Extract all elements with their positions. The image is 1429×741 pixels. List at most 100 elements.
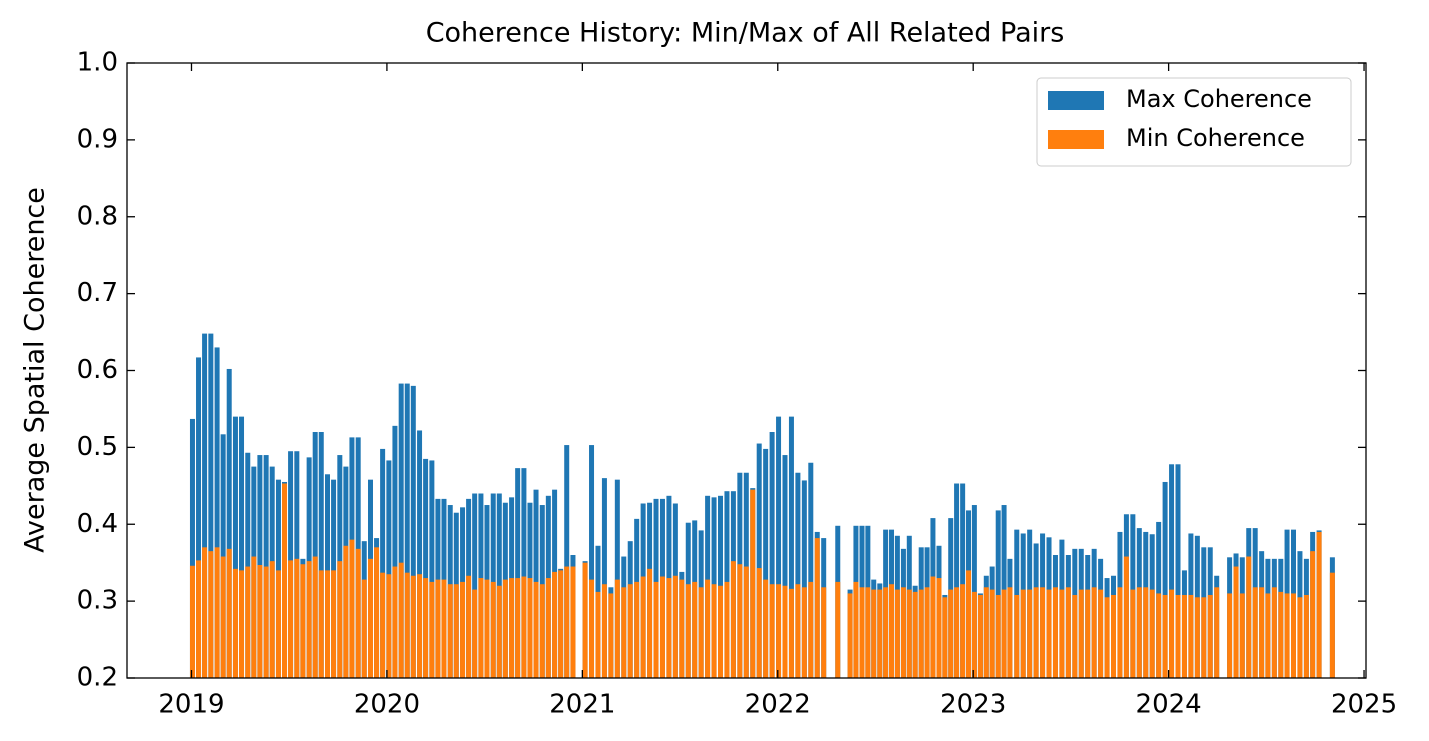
bar (423, 578, 429, 678)
bar (189, 418, 195, 678)
bar (472, 589, 478, 678)
legend-swatch (1048, 91, 1104, 110)
bar (983, 587, 989, 678)
bar (226, 368, 232, 678)
bar (966, 570, 972, 678)
bar (589, 445, 595, 678)
bar (627, 584, 633, 678)
bar (1156, 593, 1162, 678)
bar (995, 510, 1001, 678)
bar (331, 570, 337, 678)
axes: 0.2 0.3 0.4 0.5 0.6 0.7 0.8 0.9 1.0 2019 2020 2021 2… (77, 48, 1397, 720)
bar (1104, 597, 1110, 678)
bar (1111, 594, 1117, 678)
bar (705, 579, 711, 678)
bar (239, 416, 245, 678)
bar (466, 575, 472, 678)
y-tick-label: 0.6 (77, 355, 118, 385)
bar (776, 416, 782, 678)
chart-title: Coherence History: Min/Max of All Relate… (426, 18, 1065, 49)
bar (189, 565, 195, 678)
bar (380, 572, 386, 678)
bar (883, 587, 889, 678)
bar (614, 479, 620, 678)
bar (1046, 589, 1052, 678)
bar (380, 448, 386, 678)
bar (533, 581, 539, 678)
bar (1278, 591, 1284, 678)
bar (226, 548, 232, 678)
legend-label: Min Coherence (1126, 124, 1305, 152)
x-tick-label: 2025 (1331, 690, 1397, 720)
bar (521, 468, 527, 678)
bar (361, 579, 367, 678)
bar (808, 462, 814, 678)
bar (601, 584, 607, 678)
bar (1040, 587, 1046, 678)
bar (214, 347, 220, 678)
bar (698, 587, 704, 678)
legend-label: Max Coherence (1126, 85, 1312, 113)
bar (900, 587, 906, 678)
bar (769, 584, 775, 678)
bar (318, 570, 324, 678)
bar (349, 539, 355, 678)
x-tick-label: 2019 (158, 690, 224, 720)
legend-swatch (1048, 130, 1104, 149)
bar (564, 566, 570, 678)
bar (386, 574, 392, 678)
bar (595, 591, 601, 678)
bar (1310, 551, 1316, 678)
bar (509, 578, 515, 678)
bars (189, 333, 1335, 678)
bar (484, 579, 490, 678)
bar (1149, 589, 1155, 678)
y-tick-label: 0.5 (77, 432, 118, 462)
bar (1265, 593, 1271, 678)
bar (711, 584, 717, 678)
bar (685, 584, 691, 678)
x-tick-label: 2022 (745, 690, 811, 720)
bar (496, 585, 502, 678)
bar (936, 578, 942, 678)
bar (539, 584, 545, 678)
bar (251, 556, 257, 678)
bar (814, 538, 820, 678)
bar (1201, 597, 1207, 678)
bar (1239, 593, 1245, 678)
bar (1033, 587, 1039, 678)
bar (325, 570, 331, 678)
bar (515, 468, 521, 678)
bar (257, 564, 263, 678)
bar (527, 578, 533, 678)
bar (282, 483, 288, 678)
x-tick-label: 2024 (1136, 690, 1202, 720)
bar (1246, 556, 1252, 678)
bar (795, 584, 801, 678)
bar (245, 566, 251, 678)
bar (558, 570, 564, 678)
bar (924, 587, 930, 678)
bar (423, 458, 429, 678)
bar (404, 572, 410, 678)
bar (490, 581, 496, 678)
bar (1162, 481, 1168, 678)
bar (750, 489, 756, 678)
bar (429, 581, 435, 678)
bar (756, 568, 762, 678)
bar (392, 425, 398, 678)
bar (202, 547, 208, 678)
y-tick-label: 0.9 (77, 124, 118, 154)
bar (460, 581, 466, 678)
bar (441, 579, 447, 678)
bar (1207, 594, 1213, 678)
bar (410, 575, 416, 678)
bar (954, 483, 960, 678)
bar (801, 587, 807, 678)
y-tick-label: 0.3 (77, 586, 118, 616)
bar (306, 561, 312, 678)
bar (1316, 531, 1322, 678)
bar (1078, 589, 1084, 678)
y-axis-label: Average Spatial Coherence (20, 187, 51, 553)
bar (930, 576, 936, 678)
